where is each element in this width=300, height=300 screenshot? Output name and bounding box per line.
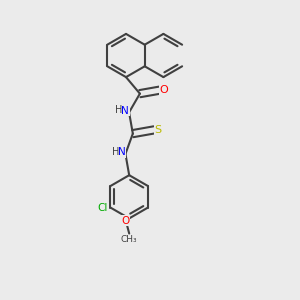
Text: N: N <box>118 147 125 158</box>
Text: S: S <box>154 125 161 135</box>
Text: H: H <box>112 146 119 157</box>
Text: CH₃: CH₃ <box>121 235 137 244</box>
Text: O: O <box>160 85 169 95</box>
Text: O: O <box>122 216 130 226</box>
Text: H: H <box>116 105 123 115</box>
Text: Cl: Cl <box>98 202 108 213</box>
Text: N: N <box>121 106 129 116</box>
